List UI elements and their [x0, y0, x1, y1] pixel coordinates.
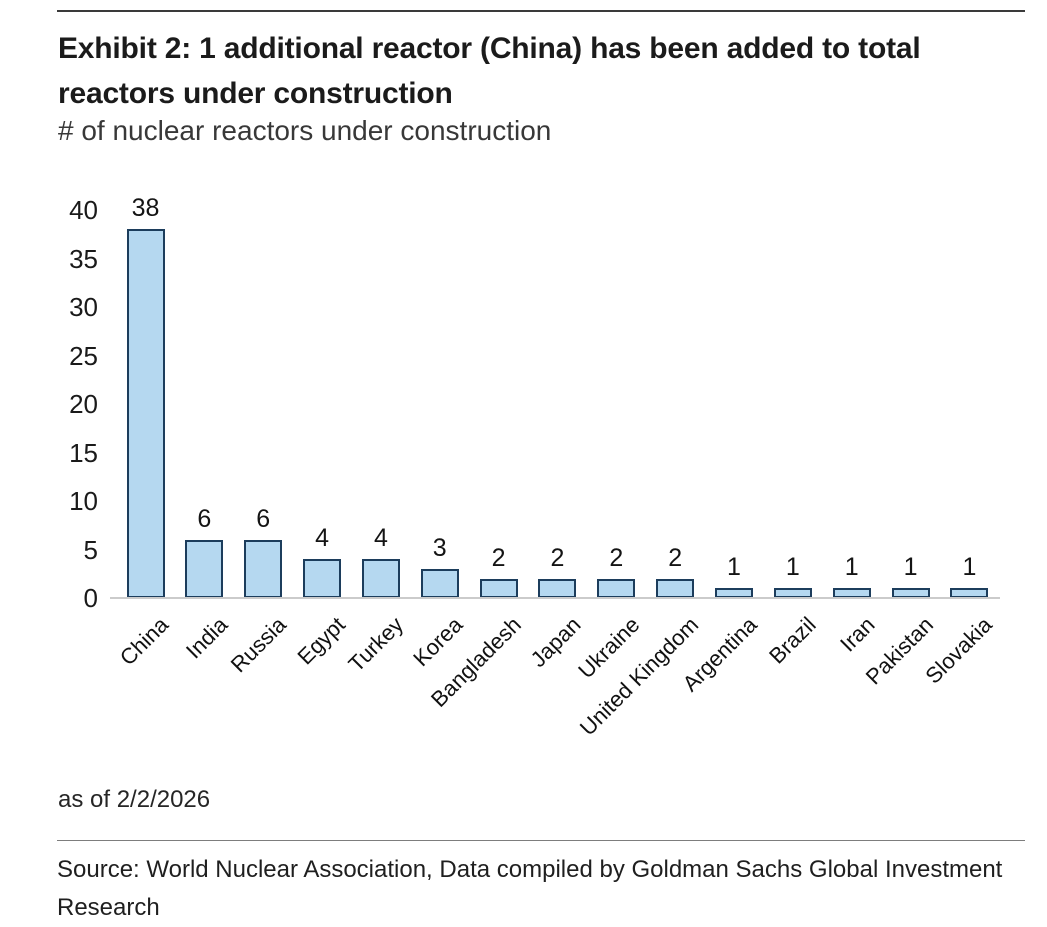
bar-value-label: 4 — [373, 524, 388, 553]
bar-value-label: 6 — [197, 504, 212, 533]
bar-value-label: 1 — [962, 553, 977, 582]
bar-value-label: 1 — [785, 553, 800, 582]
bar-value-label: 4 — [315, 524, 329, 553]
bar-value-label: 38 — [131, 194, 160, 223]
x-category-label: Iran — [834, 612, 880, 657]
bar — [538, 578, 577, 598]
y-tick-label: 40 — [69, 195, 98, 225]
bar — [361, 559, 400, 598]
source-divider — [57, 840, 1025, 841]
exhibit-title: Exhibit 2: 1 additional reactor (China) … — [58, 32, 921, 110]
bar-value-label: 6 — [256, 504, 271, 533]
bar-value-label: 1 — [727, 553, 741, 582]
bar — [479, 578, 518, 598]
y-tick-label: 35 — [69, 243, 98, 274]
bar — [244, 539, 283, 598]
bar-value-label: 2 — [550, 543, 565, 572]
chart-subtitle: # of nuclear reactors under construction — [58, 115, 552, 146]
top-rule — [57, 10, 1025, 12]
y-tick-label: 5 — [83, 534, 98, 565]
bar — [597, 578, 636, 598]
bar — [185, 539, 224, 598]
x-category-label: India — [180, 612, 233, 664]
bar-value-label: 3 — [432, 533, 447, 562]
bar — [303, 559, 342, 598]
x-category-label: Brazil — [763, 612, 821, 669]
source-note: Source: World Nuclear Association, Data … — [57, 856, 1003, 921]
x-category-label: Egypt — [292, 612, 350, 670]
x-category-label: Turkey — [343, 612, 409, 677]
x-category-label: China — [114, 612, 174, 671]
bar — [656, 578, 695, 598]
bar-value-label: 1 — [844, 553, 859, 582]
bar-value-label: 2 — [668, 543, 683, 572]
y-tick-label: 25 — [69, 340, 98, 371]
y-tick-label: 10 — [69, 486, 98, 516]
x-category-label: Russia — [225, 612, 291, 678]
bar — [126, 229, 165, 598]
y-tick-label: 30 — [69, 292, 98, 322]
bar — [420, 568, 459, 598]
y-tick-label: 20 — [69, 389, 98, 419]
as-of-note: as of 2/2/2026 — [58, 786, 211, 813]
y-tick-label: 15 — [69, 437, 98, 468]
bar-value-label: 1 — [903, 553, 918, 582]
x-axis-baseline — [110, 597, 1000, 599]
bar-value-label: 2 — [609, 543, 624, 572]
bar-value-label: 2 — [491, 543, 506, 572]
y-tick-label: 0 — [83, 583, 98, 613]
